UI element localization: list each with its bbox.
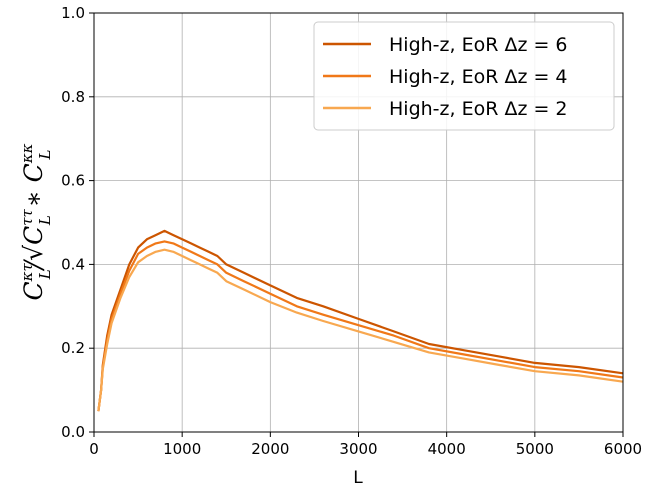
y-tick-label: 0.0 xyxy=(61,423,85,441)
ylabel-base-1: C xyxy=(19,281,48,300)
x-tick-label: 1000 xyxy=(163,440,201,458)
svg-text:CκτL/√CττL ∗ CκκL: CκτL/√CττL ∗ CκκL xyxy=(18,143,54,300)
y-tick-label: 0.6 xyxy=(61,172,85,190)
x-tick-label: 3000 xyxy=(339,440,377,458)
x-tick-label: 6000 xyxy=(604,440,642,458)
ylabel-base-3: C xyxy=(19,163,48,182)
legend-label-3: High-z, EoR Δz = 2 xyxy=(389,98,568,120)
ylabel-sup-tt: ττ xyxy=(18,208,36,225)
y-tick-label: 1.0 xyxy=(61,4,85,22)
x-axis-ticks: 0 1000 2000 3000 4000 5000 6000 xyxy=(89,432,642,458)
x-tick-label: 4000 xyxy=(428,440,466,458)
legend-box xyxy=(313,21,615,131)
x-tick-label: 0 xyxy=(89,440,99,458)
x-tick-label: 2000 xyxy=(251,440,289,458)
series-line-3 xyxy=(97,248,624,412)
x-tick-label: 5000 xyxy=(516,440,554,458)
y-tick-label: 0.2 xyxy=(61,339,85,357)
ylabel-sub-2: L xyxy=(36,215,54,226)
legend-label-2: High-z, EoR Δz = 4 xyxy=(389,66,568,88)
legend-label-1: High-z, EoR Δz = 6 xyxy=(389,34,568,56)
ylabel-base-2: C xyxy=(19,226,48,245)
ylabel-sub-3: L xyxy=(36,149,54,160)
ylabel-slash: /√ xyxy=(19,245,48,271)
series-lines xyxy=(97,229,624,412)
y-tick-label: 0.8 xyxy=(61,88,85,106)
x-axis-label: L xyxy=(353,468,363,488)
y-axis-label: CκτL/√CττL ∗ CκκL xyxy=(18,143,54,300)
ylabel-sup-kk: κκ xyxy=(18,143,36,164)
y-axis-ticks: 0.0 0.2 0.4 0.6 0.8 1.0 xyxy=(61,4,94,441)
y-tick-label: 0.4 xyxy=(61,255,85,273)
series-line-1 xyxy=(97,229,624,412)
ylabel-sub-1: L xyxy=(36,269,54,280)
ylabel-sup-kt: κτ xyxy=(18,263,36,283)
legend: High-z, EoR Δz = 6 High-z, EoR Δz = 4 High… xyxy=(313,21,615,131)
series-line-2 xyxy=(97,240,624,412)
ylabel-star: ∗ xyxy=(19,182,48,215)
